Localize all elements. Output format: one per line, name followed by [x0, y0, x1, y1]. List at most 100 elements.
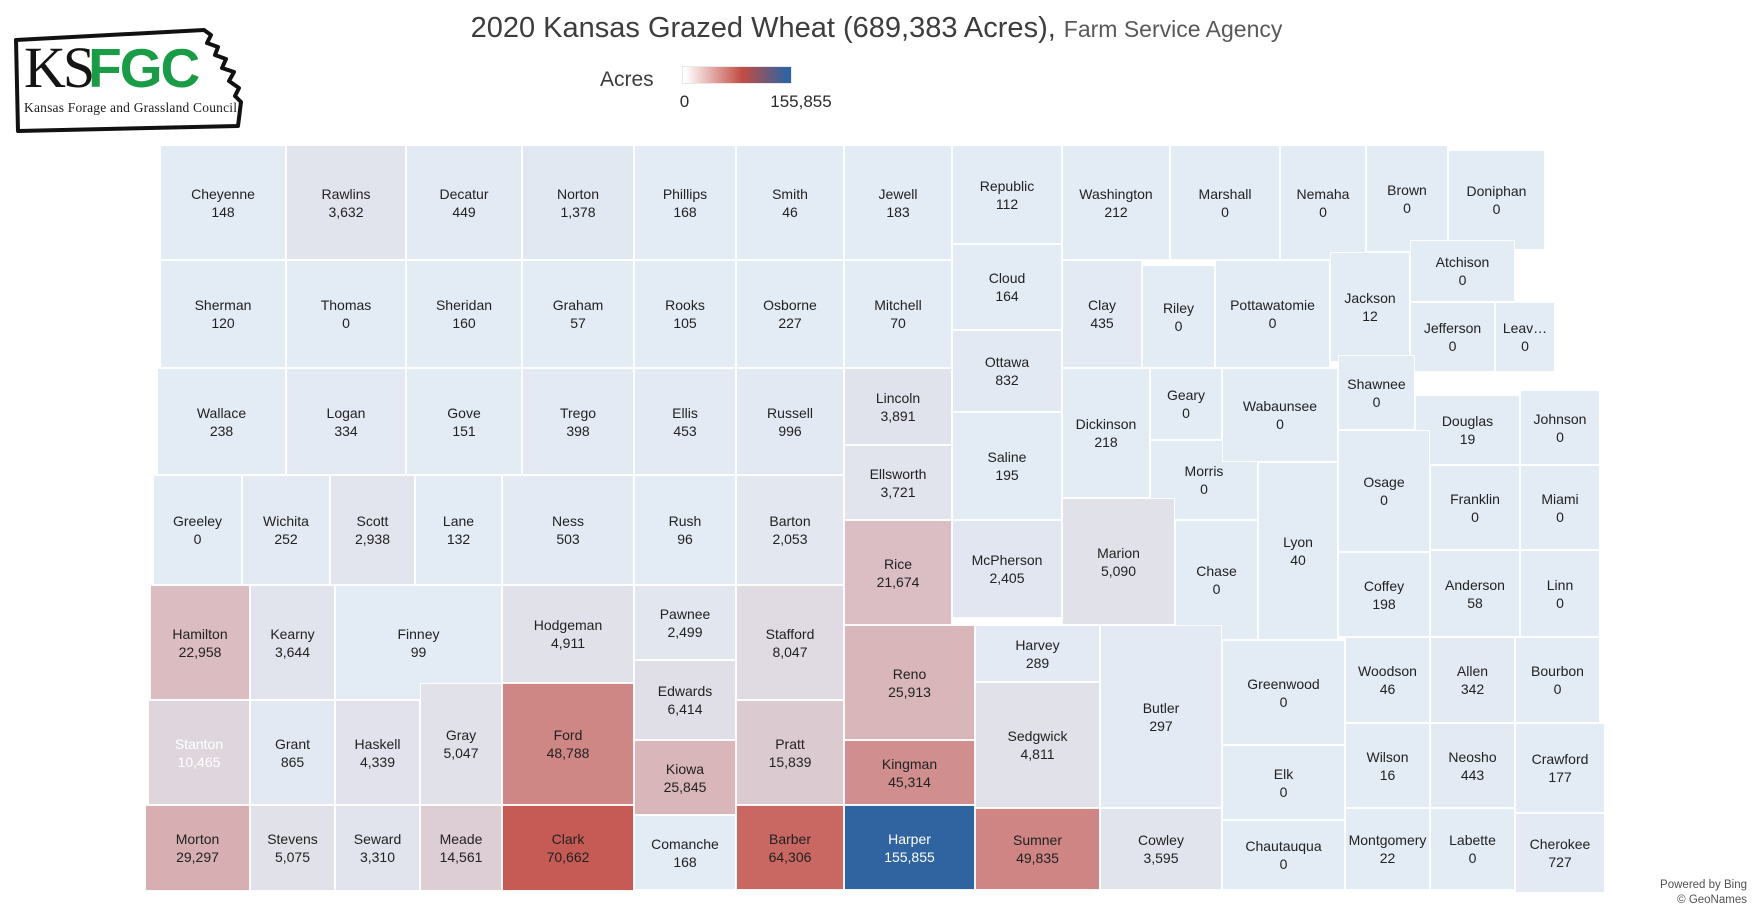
- county-meade[interactable]: Meade 14,561: [420, 805, 502, 891]
- county-decatur[interactable]: Decatur 449: [406, 145, 522, 260]
- county-cheyenne[interactable]: Cheyenne 148: [160, 145, 286, 260]
- county-saline[interactable]: Saline 195: [952, 412, 1062, 520]
- county-ford[interactable]: Ford 48,788: [502, 683, 634, 805]
- county-osage[interactable]: Osage 0: [1338, 430, 1430, 552]
- county-johnson[interactable]: Johnson 0: [1520, 390, 1600, 465]
- county-elk[interactable]: Elk 0: [1222, 745, 1345, 820]
- county-gove[interactable]: Gove 151: [406, 368, 522, 475]
- county-harvey[interactable]: Harvey 289: [975, 625, 1100, 682]
- county-jackson[interactable]: Jackson 12: [1330, 252, 1410, 362]
- county-pottawatomie[interactable]: Pottawatomie 0: [1215, 260, 1330, 368]
- county-sedgwick[interactable]: Sedgwick 4,811: [975, 682, 1100, 808]
- county-lincoln[interactable]: Lincoln 3,891: [844, 368, 952, 445]
- county-ness[interactable]: Ness 503: [502, 475, 634, 585]
- county-norton[interactable]: Norton 1,378: [522, 145, 634, 260]
- county-pawnee[interactable]: Pawnee 2,499: [634, 585, 736, 660]
- county-nemaha[interactable]: Nemaha 0: [1280, 145, 1366, 260]
- county-chase[interactable]: Chase 0: [1175, 520, 1258, 640]
- county-wallace[interactable]: Wallace 238: [157, 368, 286, 475]
- county-osborne[interactable]: Osborne 227: [736, 260, 844, 368]
- county-anderson[interactable]: Anderson 58: [1430, 550, 1520, 637]
- county-neosho[interactable]: Neosho 443: [1430, 723, 1515, 808]
- county-clay[interactable]: Clay 435: [1062, 260, 1142, 368]
- county-dickinson[interactable]: Dickinson 218: [1062, 368, 1150, 498]
- county-wabaunsee[interactable]: Wabaunsee 0: [1222, 368, 1338, 462]
- county-atchison[interactable]: Atchison 0: [1410, 240, 1515, 302]
- county-marshall[interactable]: Marshall 0: [1170, 145, 1280, 260]
- county-lyon[interactable]: Lyon 40: [1258, 462, 1338, 640]
- county-franklin[interactable]: Franklin 0: [1430, 465, 1520, 550]
- county-kingman[interactable]: Kingman 45,314: [844, 740, 975, 805]
- county-riley[interactable]: Riley 0: [1142, 265, 1215, 368]
- county-leav[interactable]: Leav… 0: [1495, 302, 1555, 372]
- county-morton[interactable]: Morton 29,297: [145, 805, 250, 891]
- county-wichita[interactable]: Wichita 252: [242, 475, 330, 585]
- county-clark[interactable]: Clark 70,662: [502, 805, 634, 891]
- county-woodson[interactable]: Woodson 46: [1345, 637, 1430, 723]
- county-montgomery[interactable]: Montgomery 22: [1345, 808, 1430, 890]
- county-sherman[interactable]: Sherman 120: [160, 260, 286, 368]
- county-chautauqua[interactable]: Chautauqua 0: [1222, 820, 1345, 890]
- county-jefferson[interactable]: Jefferson 0: [1410, 302, 1495, 372]
- county-geary[interactable]: Geary 0: [1150, 368, 1222, 440]
- county-pratt[interactable]: Pratt 15,839: [736, 700, 844, 805]
- county-miami[interactable]: Miami 0: [1520, 465, 1600, 550]
- county-rush[interactable]: Rush 96: [634, 475, 736, 585]
- county-harper[interactable]: Harper 155,855: [844, 805, 975, 890]
- county-ottawa[interactable]: Ottawa 832: [952, 330, 1062, 412]
- county-haskell[interactable]: Haskell 4,339: [335, 700, 420, 805]
- county-graham[interactable]: Graham 57: [522, 260, 634, 368]
- county-butler[interactable]: Butler 297: [1100, 625, 1222, 808]
- county-republic[interactable]: Republic 112: [952, 145, 1062, 244]
- county-gray[interactable]: Gray 5,047: [420, 683, 502, 805]
- county-linn[interactable]: Linn 0: [1520, 550, 1600, 637]
- county-lane[interactable]: Lane 132: [415, 475, 502, 585]
- county-stafford[interactable]: Stafford 8,047: [736, 585, 844, 700]
- county-greeley[interactable]: Greeley 0: [153, 475, 242, 585]
- county-barber[interactable]: Barber 64,306: [736, 805, 844, 890]
- county-sumner[interactable]: Sumner 49,835: [975, 808, 1100, 890]
- county-kearny[interactable]: Kearny 3,644: [250, 585, 335, 700]
- county-hodgeman[interactable]: Hodgeman 4,911: [502, 585, 634, 683]
- county-comanche[interactable]: Comanche 168: [634, 815, 736, 890]
- county-smith[interactable]: Smith 46: [736, 145, 844, 260]
- county-stanton[interactable]: Stanton 10,465: [148, 700, 250, 805]
- county-rooks[interactable]: Rooks 105: [634, 260, 736, 368]
- county-kiowa[interactable]: Kiowa 25,845: [634, 740, 736, 815]
- county-grant[interactable]: Grant 865: [250, 700, 335, 805]
- county-coffey[interactable]: Coffey 198: [1338, 552, 1430, 637]
- county-cowley[interactable]: Cowley 3,595: [1100, 808, 1222, 890]
- county-scott[interactable]: Scott 2,938: [330, 475, 415, 585]
- county-mitchell[interactable]: Mitchell 70: [844, 260, 952, 368]
- county-jewell[interactable]: Jewell 183: [844, 145, 952, 260]
- county-crawford[interactable]: Crawford 177: [1515, 723, 1605, 813]
- county-bourbon[interactable]: Bourbon 0: [1515, 637, 1600, 723]
- county-washington[interactable]: Washington 212: [1062, 145, 1170, 260]
- county-mcpherson[interactable]: McPherson 2,405: [952, 520, 1062, 618]
- county-edwards[interactable]: Edwards 6,414: [634, 660, 736, 740]
- county-shawnee[interactable]: Shawnee 0: [1338, 355, 1415, 430]
- county-brown[interactable]: Brown 0: [1366, 145, 1448, 252]
- county-wilson[interactable]: Wilson 16: [1345, 723, 1430, 808]
- county-logan[interactable]: Logan 334: [286, 368, 406, 475]
- county-phillips[interactable]: Phillips 168: [634, 145, 736, 260]
- county-doniphan[interactable]: Doniphan 0: [1448, 150, 1545, 250]
- county-douglas[interactable]: Douglas 19: [1415, 395, 1520, 465]
- county-seward[interactable]: Seward 3,310: [335, 805, 420, 891]
- county-barton[interactable]: Barton 2,053: [736, 475, 844, 585]
- county-trego[interactable]: Trego 398: [522, 368, 634, 475]
- county-cloud[interactable]: Cloud 164: [952, 244, 1062, 330]
- county-finney[interactable]: Finney 99: [335, 585, 502, 700]
- county-russell[interactable]: Russell 996: [736, 368, 844, 475]
- county-allen[interactable]: Allen 342: [1430, 637, 1515, 723]
- county-labette[interactable]: Labette 0: [1430, 808, 1515, 890]
- county-greenwood[interactable]: Greenwood 0: [1222, 640, 1345, 745]
- county-thomas[interactable]: Thomas 0: [286, 260, 406, 368]
- county-ellis[interactable]: Ellis 453: [634, 368, 736, 475]
- county-cherokee[interactable]: Cherokee 727: [1515, 813, 1605, 893]
- county-rice[interactable]: Rice 21,674: [844, 520, 952, 625]
- county-marion[interactable]: Marion 5,090: [1062, 498, 1175, 625]
- county-hamilton[interactable]: Hamilton 22,958: [150, 585, 250, 700]
- county-rawlins[interactable]: Rawlins 3,632: [286, 145, 406, 260]
- county-reno[interactable]: Reno 25,913: [844, 625, 975, 740]
